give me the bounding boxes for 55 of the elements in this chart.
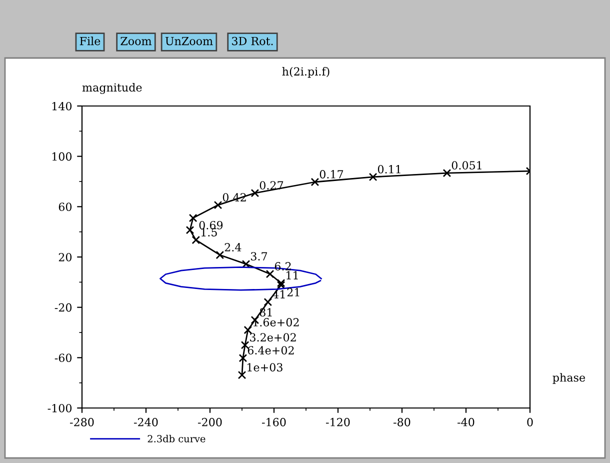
annotation: 0.051 [452,161,482,170]
y-tick-label: 100 [52,152,72,161]
point [368,172,378,182]
x-tick-label: 0 [527,418,533,426]
annotation: 21 [287,288,300,296]
y-tick-label: 20 [58,252,72,262]
point [188,214,198,222]
y-tick-label: 60 [58,202,72,212]
point [238,370,246,380]
y-axis-title: magnitude [82,83,142,94]
x-tick-label: -280 [70,418,94,426]
point [266,270,274,278]
annotation: 3.7 [251,252,268,261]
text: UnZoom [165,36,213,46]
text: 3D Rot. [232,36,273,46]
annotation: 0.11 [378,165,400,174]
x-tick-label: -40 [458,418,474,426]
text: 2.3db curve [148,434,206,442]
annotation: 2.4 [224,243,242,252]
y-tick-label: -100 [48,404,72,412]
point [276,278,286,288]
point [186,226,194,234]
annotation: 0.17 [320,170,344,178]
point [216,250,224,260]
x-tick-label: -160 [262,418,286,426]
point [276,280,286,290]
chart-title: h(2i.pi.f) [282,67,330,78]
point [442,168,452,178]
x-tick-label: -200 [198,418,222,426]
point [238,354,248,362]
y-tick-label: 140 [52,102,72,110]
y-tick-label: -20 [54,303,72,312]
x-tick-label: -120 [326,418,350,426]
annotation: 1.5 [201,228,217,236]
annotation: 1e+03 [248,363,282,372]
text: Zoom [120,36,152,46]
annotation: 3.2e+02 [250,333,296,342]
annotation: 1.6e+02 [253,318,299,326]
annotation: 6.4e+02 [248,346,294,355]
x-tick-label: -80 [394,418,410,426]
text: File [80,36,100,46]
point [240,340,250,350]
annotation: 0.69 [199,220,223,230]
point [244,326,252,334]
x-axis-title: phase [552,373,586,384]
annotation: 0.27 [260,181,284,190]
point [310,178,320,186]
point [192,236,200,244]
annotation: 11 [286,271,298,280]
point [250,188,260,198]
annotation: 81 [260,308,272,316]
x-tick-label: -240 [134,418,158,426]
point [214,200,222,210]
point [264,298,272,306]
y-tick-label: -60 [54,354,72,362]
